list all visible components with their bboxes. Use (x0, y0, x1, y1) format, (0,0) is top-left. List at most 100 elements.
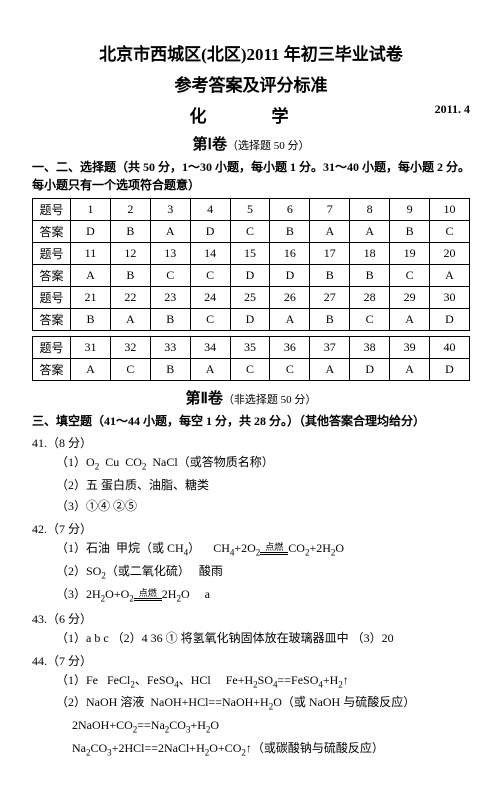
instructions-1: 一、二、选择题（共 50 分，1～30 小题，每小题 1 分。31～40 小题，… (32, 158, 470, 194)
answer-cell: D (190, 221, 230, 243)
qnum-cell: 22 (110, 287, 150, 309)
q42-p2: （2）SO2（或二氧化硫） 酸雨 (32, 562, 470, 583)
q43-line: （1）a b c （2）4 36 ① 将氢氧化钠固体放在玻璃器皿中 （3）20 (32, 629, 470, 648)
qnum-cell: 20 (430, 243, 470, 265)
answer-cell: D (71, 221, 111, 243)
answer-cell: C (350, 309, 390, 331)
qnum-cell: 2 (110, 199, 150, 221)
answer-cell: D (270, 265, 310, 287)
answer-cell: A (190, 359, 230, 381)
q43-number: 43.（6 分） (32, 610, 470, 627)
answer-cell: A (110, 309, 150, 331)
answer-cell: C (150, 265, 190, 287)
qnum-cell: 7 (310, 199, 350, 221)
qnum-cell: 3 (150, 199, 190, 221)
qnum-cell: 35 (230, 337, 270, 359)
title-line-2: 参考答案及评分标准 (32, 71, 470, 96)
answer-cell: B (270, 221, 310, 243)
answer-cell: D (430, 359, 470, 381)
answer-cell: B (390, 221, 430, 243)
answer-cell: D (230, 309, 270, 331)
q41-p1-label: （1） (56, 455, 86, 469)
answer-cell: B (110, 221, 150, 243)
qnum-cell: 39 (390, 337, 430, 359)
section-2-header: 第Ⅱ卷（非选择题 50 分） (32, 387, 470, 408)
answer-cell: C (190, 265, 230, 287)
qnum-cell: 6 (270, 199, 310, 221)
row-label: 题号 (33, 287, 71, 309)
qnum-cell: 34 (190, 337, 230, 359)
qnum-cell: 10 (430, 199, 470, 221)
row-label: 答案 (33, 309, 71, 331)
answer-cell: A (150, 221, 190, 243)
row-label: 题号 (33, 199, 71, 221)
row-label: 题号 (33, 337, 71, 359)
answer-cell: C (270, 359, 310, 381)
answer-cell: A (350, 221, 390, 243)
reaction-arrow-icon: 点燃 (260, 543, 288, 555)
q42-p3: （3）2H2O+O2点燃2H2O a (32, 585, 470, 606)
q41-p3: （3）①④ ②⑤ (32, 497, 470, 516)
qnum-cell: 18 (350, 243, 390, 265)
section-2-label: 第Ⅱ卷 (186, 391, 223, 407)
qnum-cell: 38 (350, 337, 390, 359)
qnum-cell: 4 (190, 199, 230, 221)
q41-number: 41.（8 分） (32, 434, 470, 451)
qnum-cell: 11 (71, 243, 111, 265)
answer-table-1: 题号12345678910答案DBADCBAABC题号1112131415161… (32, 198, 470, 331)
qnum-cell: 16 (270, 243, 310, 265)
qnum-cell: 9 (390, 199, 430, 221)
answer-cell: A (270, 309, 310, 331)
qnum-cell: 32 (110, 337, 150, 359)
qnum-cell: 40 (430, 337, 470, 359)
section-2-note: （非选择题 50 分） (223, 394, 317, 406)
title-line-1: 北京市西城区(北区)2011 年初三毕业试卷 (32, 40, 470, 65)
answer-cell: C (230, 221, 270, 243)
section-1-header: 第Ⅰ卷（选择题 50 分） (32, 133, 470, 154)
row-label: 答案 (33, 265, 71, 287)
answer-cell: B (110, 265, 150, 287)
qnum-cell: 37 (310, 337, 350, 359)
row-label: 题号 (33, 243, 71, 265)
qnum-cell: 17 (310, 243, 350, 265)
qnum-cell: 27 (310, 287, 350, 309)
reaction-arrow-icon: 点燃 (134, 589, 162, 601)
row-label: 答案 (33, 359, 71, 381)
answer-cell: C (390, 265, 430, 287)
q41-p1: （1）O2 Cu CO2 NaCl（或答物质名称） (32, 453, 470, 474)
q41-p3-text: ①④ ②⑤ (86, 499, 137, 513)
answer-table-2: 题号31323334353637383940答案ACBACCADAD (32, 336, 470, 381)
answer-cell: A (71, 359, 111, 381)
answer-cell: B (350, 265, 390, 287)
q44-p2a: （2）NaOH 溶液 NaOH+HCl==NaOH+H2O（或 NaOH 与硫酸… (32, 693, 470, 714)
q42-number: 42.（7 分） (32, 520, 470, 537)
section-1-note: （选择题 50 分） (227, 140, 310, 152)
subject: 化 学 (190, 102, 313, 127)
answer-cell: B (310, 309, 350, 331)
qnum-cell: 8 (350, 199, 390, 221)
answer-cell: B (150, 359, 190, 381)
qnum-cell: 36 (270, 337, 310, 359)
qnum-cell: 30 (430, 287, 470, 309)
q44-p2b: 2NaOH+CO2==Na2CO3+H2O (32, 716, 470, 737)
subject-line: 化 学 2011. 4 (32, 102, 470, 127)
section-1-label: 第Ⅰ卷 (193, 137, 227, 153)
qnum-cell: 13 (150, 243, 190, 265)
answer-cell: B (150, 309, 190, 331)
qnum-cell: 24 (190, 287, 230, 309)
answer-cell: B (71, 309, 111, 331)
answer-cell: C (230, 359, 270, 381)
q44-p1: （1）Fe FeCl2、FeSO4、HCl Fe+H2SO4==FeSO4+H2… (32, 671, 470, 692)
qnum-cell: 12 (110, 243, 150, 265)
answer-cell: D (230, 265, 270, 287)
answer-cell: A (390, 309, 430, 331)
q42-p1: （1）石油 甲烷（或 CH4） CH4+2O2点燃CO2+2H2O (32, 539, 470, 560)
qnum-cell: 1 (71, 199, 111, 221)
qnum-cell: 14 (190, 243, 230, 265)
qnum-cell: 33 (150, 337, 190, 359)
answer-cell: A (390, 359, 430, 381)
q41-p2-label: （2） (56, 478, 86, 492)
answer-cell: D (350, 359, 390, 381)
answer-cell: C (430, 221, 470, 243)
q41-p3-label: （3） (56, 499, 86, 513)
